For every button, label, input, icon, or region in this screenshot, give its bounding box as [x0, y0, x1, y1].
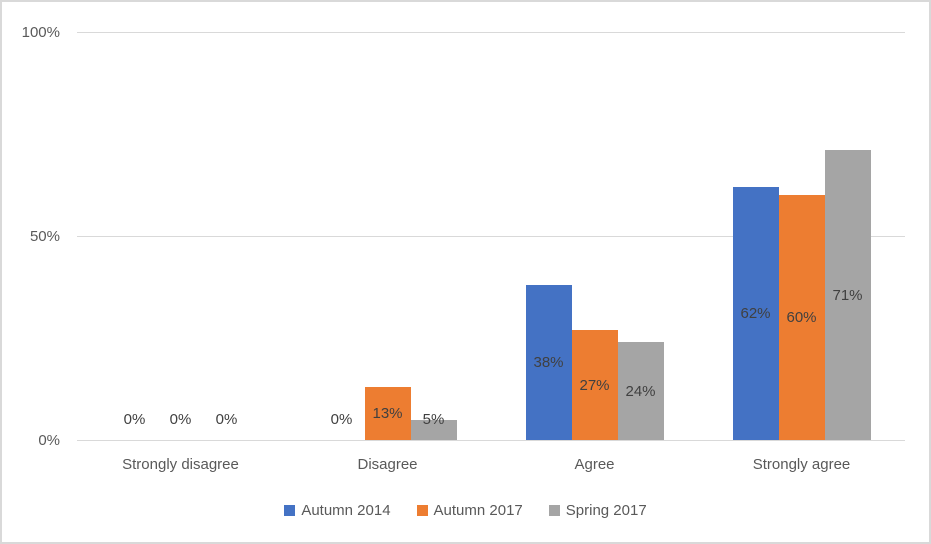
legend-swatch — [416, 505, 428, 516]
bar-value-label: 0% — [330, 410, 353, 428]
bar — [824, 150, 871, 440]
bar-value-label: 71% — [832, 286, 863, 304]
y-axis-tick-label: 50% — [29, 228, 60, 245]
bar-value-label: 24% — [625, 382, 656, 400]
bar — [617, 342, 664, 440]
y-axis-tick-label: 100% — [21, 24, 60, 41]
gridline — [77, 236, 905, 237]
bar-value-label: 38% — [533, 354, 564, 371]
bar-value-label: 62% — [740, 305, 771, 322]
bar — [410, 420, 457, 440]
bar — [364, 387, 411, 440]
bar-value-label: 0% — [169, 410, 192, 428]
bar-value-label: 27% — [579, 376, 610, 394]
bar-value-label: 13% — [372, 405, 403, 422]
bar — [525, 285, 572, 440]
legend-swatch — [284, 505, 296, 516]
legend-swatch — [548, 505, 560, 516]
bar-value-label: 0% — [123, 410, 146, 428]
legend-label: Spring 2017 — [565, 502, 647, 519]
y-axis-tick-label: 0% — [38, 432, 60, 449]
legend: Autumn 2014 Autumn 2017 Spring 2017 — [2, 501, 929, 520]
legend-item: Autumn 2017 — [416, 501, 523, 520]
x-axis-line — [77, 440, 905, 441]
legend-label: Autumn 2017 — [433, 502, 523, 519]
x-axis-category-label: Strongly agree — [752, 456, 851, 473]
legend-item: Autumn 2014 — [284, 501, 391, 520]
bar — [732, 187, 779, 440]
bar-value-label: 5% — [422, 410, 445, 428]
bar-value-label: 0% — [215, 410, 238, 428]
x-axis-category-label: Agree — [574, 456, 615, 473]
bar-value-label: 60% — [786, 309, 817, 326]
gridline — [77, 32, 905, 33]
x-axis-category-label: Strongly disagree — [122, 456, 239, 473]
x-axis-category-label: Disagree — [357, 456, 418, 473]
legend-item: Spring 2017 — [548, 501, 647, 520]
bar — [778, 195, 825, 440]
bar — [571, 330, 618, 440]
legend-label: Autumn 2014 — [301, 502, 391, 519]
